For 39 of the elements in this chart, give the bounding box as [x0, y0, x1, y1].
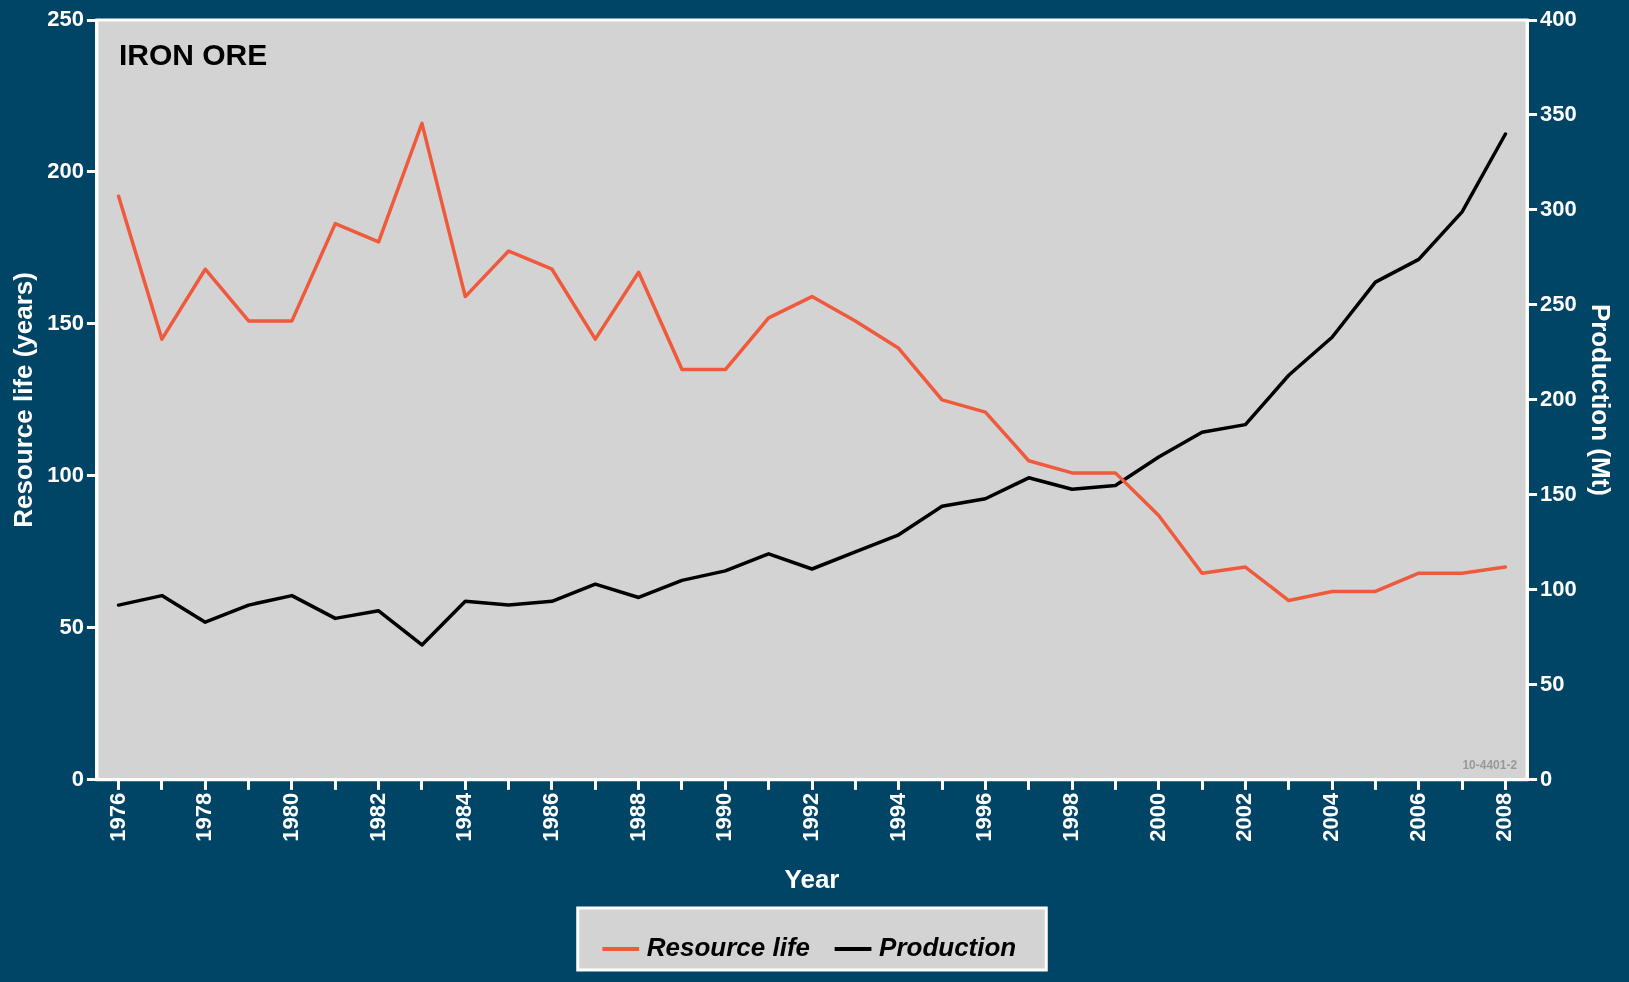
- x-tick-label: 2008: [1491, 792, 1517, 842]
- x-tick-label: 1976: [104, 792, 130, 842]
- y2-tick-label: 250: [1540, 291, 1577, 317]
- x-tick-label: 1984: [451, 792, 477, 842]
- y2-tick-label: 300: [1540, 196, 1577, 222]
- y2-tick-label: 100: [1540, 575, 1577, 601]
- x-tick-label: 2000: [1144, 792, 1170, 842]
- x-tick-label: 1996: [971, 792, 997, 842]
- legend-label: Production: [879, 932, 1017, 963]
- x-tick-label: 2004: [1318, 792, 1344, 842]
- y-axis-title: Resource life (years): [7, 272, 38, 528]
- y-tick-label: 50: [59, 613, 84, 639]
- x-tick-label: 1986: [538, 792, 564, 842]
- x-tick-label: 1982: [364, 792, 390, 842]
- x-tick-label: 1992: [798, 792, 824, 842]
- y-tick-label: 150: [47, 310, 84, 336]
- y2-tick-label: 150: [1540, 480, 1577, 506]
- x-tick-label: 1980: [277, 792, 303, 842]
- y2-tick-label: 350: [1540, 101, 1577, 127]
- y2-tick-label: 0: [1540, 765, 1553, 791]
- x-tick-label: 2006: [1404, 792, 1430, 842]
- y-tick-label: 200: [47, 158, 84, 184]
- x-axis-title: Year: [784, 863, 840, 894]
- x-tick-label: 1990: [711, 792, 737, 842]
- y-tick-label: 0: [71, 765, 84, 791]
- y2-tick-label: 400: [1540, 6, 1577, 32]
- legend-label: Resource life: [646, 932, 811, 963]
- x-tick-label: 1988: [624, 792, 650, 842]
- y2-axis-title: Production (Mt): [1586, 303, 1617, 496]
- text: IRON ORE: [118, 38, 268, 72]
- y-tick-label: 250: [47, 6, 84, 32]
- annotation: 10-4401-2: [1462, 758, 1518, 773]
- y2-tick-label: 200: [1540, 385, 1577, 411]
- x-tick-label: 1978: [191, 792, 217, 842]
- x-tick-label: 1994: [884, 792, 910, 842]
- y-tick-label: 100: [47, 461, 84, 487]
- x-tick-label: 2002: [1231, 792, 1257, 842]
- y2-tick-label: 50: [1540, 670, 1565, 696]
- x-tick-label: 1998: [1058, 792, 1084, 842]
